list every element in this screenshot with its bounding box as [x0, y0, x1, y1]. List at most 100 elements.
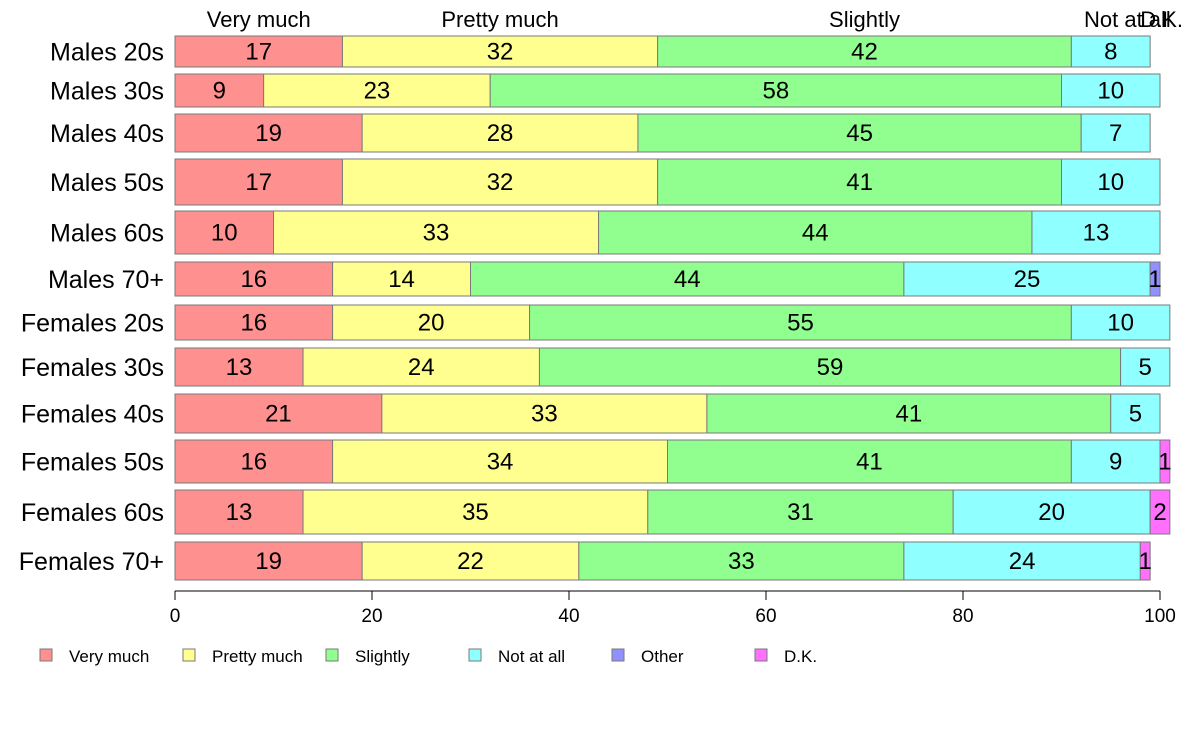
data-label: 7 [1109, 120, 1122, 147]
data-label: 32 [487, 169, 514, 196]
data-label: 28 [487, 120, 514, 147]
data-label: 22 [457, 548, 484, 575]
top-label: Very much [207, 7, 311, 32]
bar-segment [332, 439, 668, 484]
data-label: 10 [211, 220, 238, 247]
legend-label: Not at all [498, 647, 565, 666]
x-tick-label: 0 [170, 606, 181, 627]
bar-segment [174, 304, 334, 341]
legend-swatch [325, 648, 339, 662]
data-label: 16 [240, 266, 267, 293]
bar-segment [489, 73, 1062, 108]
bar-segment [470, 261, 905, 297]
bar-segment [1110, 393, 1161, 434]
data-label: 2 [1153, 499, 1166, 526]
legend-label: Very much [69, 647, 149, 666]
bar-segment [1120, 347, 1171, 387]
bar-segment [1139, 541, 1151, 581]
data-label: 9 [213, 78, 226, 105]
bar-segment [263, 73, 491, 108]
bar-segment [1149, 489, 1171, 535]
bar-segment [1070, 439, 1161, 484]
bar-segment [361, 541, 580, 581]
row-label: Females 60s [21, 499, 164, 527]
bar-segment [637, 113, 1082, 153]
bar-segment [341, 35, 659, 68]
bar-segment [174, 393, 383, 434]
data-label: 24 [408, 354, 435, 381]
top-label: Slightly [829, 7, 900, 32]
bar-segment [1061, 73, 1161, 108]
data-label: 17 [245, 169, 272, 196]
row-label: Females 20s [21, 310, 164, 338]
data-label: 41 [846, 169, 873, 196]
data-label: 25 [1014, 266, 1041, 293]
bar-segment [381, 393, 708, 434]
row-label: Males 70+ [48, 266, 164, 294]
bar-segment [529, 304, 1072, 341]
bar-segment [174, 489, 304, 535]
legend-swatch [39, 648, 53, 662]
bar-segment [903, 261, 1151, 297]
x-tick-label: 40 [558, 606, 579, 627]
bar-segment [1070, 304, 1171, 341]
bar-segment [273, 210, 600, 255]
bar-segment [174, 113, 363, 153]
bar-segment [657, 158, 1063, 206]
data-label: 24 [1009, 548, 1036, 575]
bar-segment [332, 261, 471, 297]
top-label: Pretty much [441, 7, 558, 32]
data-label: 44 [802, 220, 829, 247]
row-label: Females 30s [21, 354, 164, 382]
row-label: Males 60s [50, 220, 164, 248]
bar-segment [952, 489, 1151, 535]
row-label: Females 50s [21, 449, 164, 477]
data-label: 1 [1158, 449, 1171, 476]
data-label: 32 [487, 39, 514, 66]
row-label: Males 40s [50, 120, 164, 148]
legend-label: D.K. [784, 647, 817, 666]
legend-label: Pretty much [212, 647, 303, 666]
data-label: 9 [1109, 449, 1122, 476]
data-label: 34 [487, 449, 514, 476]
data-label: 14 [388, 266, 415, 293]
data-label: 1 [1148, 266, 1161, 293]
bar-segment [174, 73, 265, 108]
legend-label: Slightly [355, 647, 410, 666]
data-label: 20 [418, 310, 445, 337]
row-label: Males 30s [50, 78, 164, 106]
data-label: 19 [255, 548, 282, 575]
bar-segment [332, 304, 531, 341]
data-label: 41 [856, 449, 883, 476]
data-label: 31 [787, 499, 814, 526]
data-label: 33 [531, 401, 558, 428]
bar-segment [174, 347, 304, 387]
data-label: 10 [1097, 78, 1124, 105]
bar-segment [1080, 113, 1151, 153]
bar-segment [667, 439, 1072, 484]
bar-segment [1149, 261, 1161, 297]
bar-segment [174, 439, 334, 484]
bar-segment [174, 210, 274, 255]
bar-segment [1070, 35, 1151, 68]
bar-segment [174, 158, 343, 206]
bar-segment [706, 393, 1112, 434]
row-label: Females 40s [21, 401, 164, 429]
legend-swatch [468, 648, 482, 662]
data-label: 41 [895, 401, 922, 428]
row-label: Males 50s [50, 169, 164, 197]
data-label: 5 [1139, 354, 1152, 381]
data-label: 13 [1083, 220, 1110, 247]
legend-label: Other [641, 647, 684, 666]
data-label: 35 [462, 499, 489, 526]
x-tick-label: 80 [952, 606, 973, 627]
top-label: Not at all [1084, 7, 1171, 32]
data-label: 1 [1139, 548, 1152, 575]
bar-segment [341, 158, 659, 206]
data-label: 5 [1129, 401, 1142, 428]
bar-segment [361, 113, 639, 153]
data-label: 55 [787, 310, 814, 337]
data-label: 19 [255, 120, 282, 147]
